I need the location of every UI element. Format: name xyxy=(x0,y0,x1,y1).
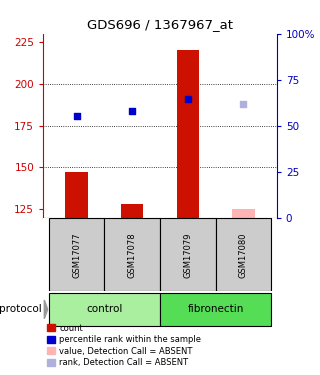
Legend: count, percentile rank within the sample, value, Detection Call = ABSENT, rank, : count, percentile rank within the sample… xyxy=(47,324,201,367)
Point xyxy=(74,112,79,118)
Bar xyxy=(177,51,199,217)
Point xyxy=(185,96,190,102)
Text: control: control xyxy=(86,304,123,314)
Text: fibronectin: fibronectin xyxy=(188,304,244,314)
Title: GDS696 / 1367967_at: GDS696 / 1367967_at xyxy=(87,18,233,31)
FancyBboxPatch shape xyxy=(49,292,160,326)
Bar xyxy=(121,204,143,218)
Text: GSM17077: GSM17077 xyxy=(72,233,81,278)
Point xyxy=(130,108,135,114)
FancyBboxPatch shape xyxy=(104,217,160,291)
Text: GSM17078: GSM17078 xyxy=(128,233,137,278)
Text: protocol: protocol xyxy=(0,304,42,314)
Text: GSM17080: GSM17080 xyxy=(239,233,248,278)
Point xyxy=(241,101,246,107)
Polygon shape xyxy=(44,300,48,319)
Text: GSM17079: GSM17079 xyxy=(183,233,192,278)
FancyBboxPatch shape xyxy=(216,217,271,291)
FancyBboxPatch shape xyxy=(160,217,216,291)
Bar xyxy=(232,209,254,218)
Bar xyxy=(66,172,88,217)
FancyBboxPatch shape xyxy=(160,292,271,326)
FancyBboxPatch shape xyxy=(49,217,104,291)
